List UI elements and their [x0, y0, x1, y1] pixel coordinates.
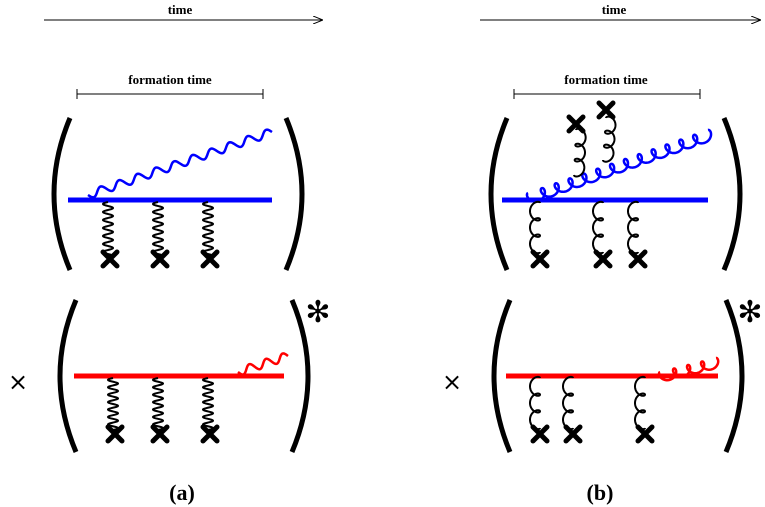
cross-icon [200, 249, 220, 269]
medium-gluon-b-3 [626, 200, 640, 255]
cross-icon [200, 424, 220, 444]
cross-icon [628, 249, 648, 269]
panel-label-a: (a) [169, 480, 195, 505]
cross-icon [635, 424, 655, 444]
cross-icon [530, 424, 550, 444]
medium-gluon-b-up-2 [602, 115, 617, 163]
left-paren-a-top [51, 117, 73, 271]
conjugate-photon-line-a [237, 352, 289, 376]
medium-wavy-a-3 [201, 201, 215, 259]
medium-gluon-b-5 [561, 375, 575, 431]
medium-wavy-a-6 [201, 377, 215, 431]
medium-gluon-b-1 [528, 200, 542, 255]
panel-b: time formation time × ✻ [442, 2, 763, 505]
cross-icon [566, 114, 586, 134]
medium-gluon-b-up-1 [573, 127, 587, 178]
cross-icon [150, 249, 170, 269]
left-paren-b-top [488, 117, 510, 271]
time-label-a: time [168, 2, 193, 17]
medium-wavy-a-2 [151, 201, 165, 259]
asterisk-icon: ✻ [305, 295, 330, 330]
asterisk-icon: ✻ [737, 295, 762, 330]
medium-wavy-a-5 [151, 377, 165, 431]
medium-wavy-a-1 [101, 201, 115, 259]
right-paren-a-top [283, 117, 305, 271]
medium-gluon-b-2 [591, 200, 605, 255]
left-paren-a-bottom [57, 299, 79, 453]
left-paren-b-bottom [491, 299, 513, 453]
right-paren-b-bottom [723, 299, 745, 453]
cross-icon [563, 424, 583, 444]
formation-time-bracket-a [76, 89, 264, 99]
time-label-b: time [602, 2, 627, 17]
cross-icon [596, 100, 616, 120]
cross-icon [530, 249, 550, 269]
cross-icon [150, 424, 170, 444]
panel-label-b: (b) [587, 480, 614, 505]
medium-gluon-b-6 [633, 375, 647, 431]
panel-a: time formation time × ✻ [8, 2, 331, 505]
formation-time-label-a: formation time [128, 72, 212, 87]
medium-wavy-a-4 [106, 377, 120, 431]
gluon-line-b [525, 128, 713, 203]
cross-icon [593, 249, 613, 269]
conjugate-gluon-line-b [657, 356, 720, 382]
times-icon: × [442, 368, 462, 396]
right-paren-a-bottom [289, 299, 311, 453]
cross-icon [100, 249, 120, 269]
formation-time-bracket-b [513, 89, 701, 99]
times-icon: × [8, 368, 28, 396]
photon-line-a [87, 128, 273, 199]
formation-time-label-b: formation time [564, 72, 648, 87]
cross-icon [105, 424, 125, 444]
medium-gluon-b-4 [528, 375, 542, 431]
right-paren-b-top [721, 117, 743, 271]
